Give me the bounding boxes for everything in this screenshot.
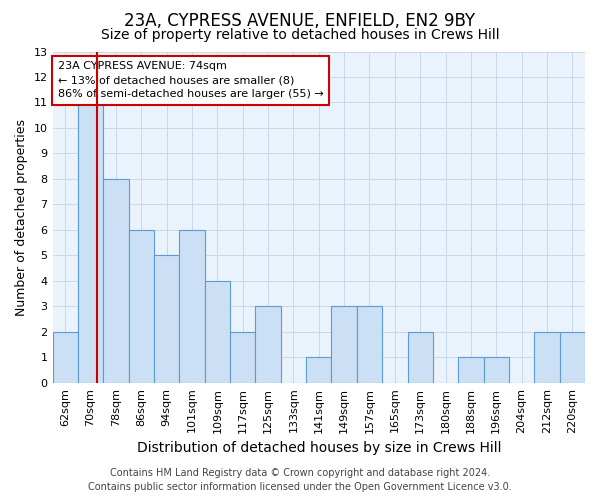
Text: 23A CYPRESS AVENUE: 74sqm
← 13% of detached houses are smaller (8)
86% of semi-d: 23A CYPRESS AVENUE: 74sqm ← 13% of detac… — [58, 62, 323, 100]
Bar — [179, 230, 205, 383]
Bar — [53, 332, 78, 383]
Bar — [256, 306, 281, 383]
Text: Size of property relative to detached houses in Crews Hill: Size of property relative to detached ho… — [101, 28, 499, 42]
Text: Contains HM Land Registry data © Crown copyright and database right 2024.
Contai: Contains HM Land Registry data © Crown c… — [88, 468, 512, 492]
Y-axis label: Number of detached properties: Number of detached properties — [15, 118, 28, 316]
Bar — [534, 332, 560, 383]
Bar — [205, 281, 230, 383]
X-axis label: Distribution of detached houses by size in Crews Hill: Distribution of detached houses by size … — [137, 441, 501, 455]
Bar — [306, 358, 331, 383]
Bar — [458, 358, 484, 383]
Bar — [560, 332, 585, 383]
Bar — [78, 102, 103, 383]
Bar — [357, 306, 382, 383]
Bar — [230, 332, 256, 383]
Bar — [407, 332, 433, 383]
Bar — [331, 306, 357, 383]
Bar — [154, 256, 179, 383]
Text: 23A, CYPRESS AVENUE, ENFIELD, EN2 9BY: 23A, CYPRESS AVENUE, ENFIELD, EN2 9BY — [124, 12, 476, 30]
Bar — [128, 230, 154, 383]
Bar — [484, 358, 509, 383]
Bar — [103, 179, 128, 383]
